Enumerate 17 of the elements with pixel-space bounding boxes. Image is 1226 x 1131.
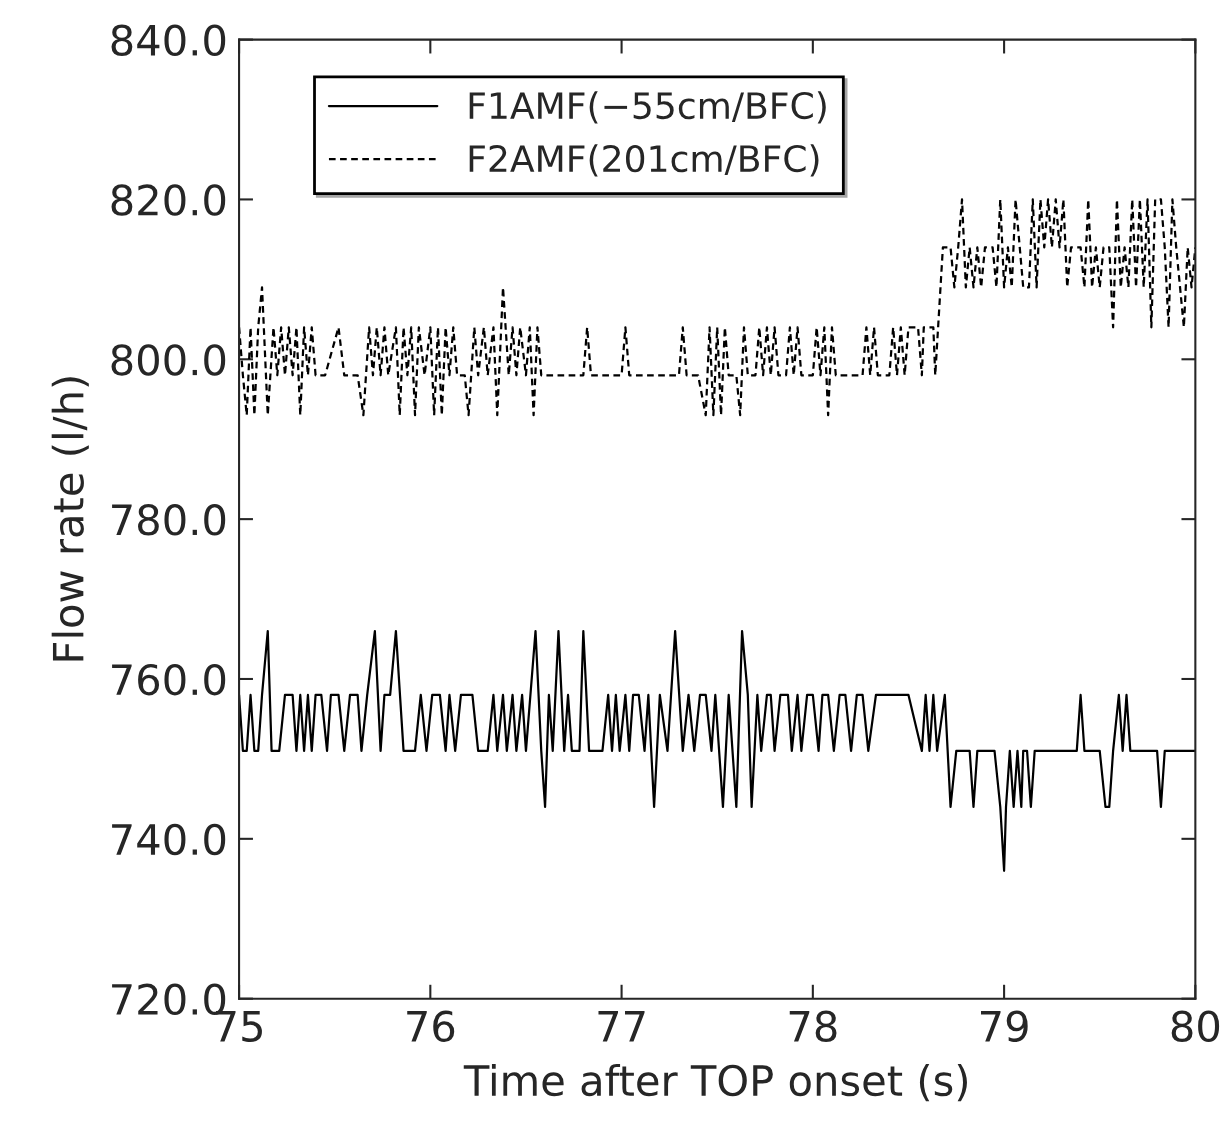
legend-label: F2AMF(201cm/BFC) [469, 144, 819, 177]
line-series [239, 629, 1196, 872]
x-tick-label: 76 [407, 1010, 455, 1043]
y-tick-label: 800.0 [111, 344, 226, 376]
legend-label: F1AMF(−55cm/BFC) [469, 91, 826, 124]
y-axis-title: Flow rate (l/h) [51, 377, 89, 661]
y-tick-label: 760.0 [112, 663, 226, 696]
y-tick-label: 740.0 [112, 823, 226, 856]
x-tick-label: 79 [981, 1010, 1028, 1043]
x-axis-title: Time after TOP onset (s) [463, 1064, 967, 1102]
x-tick-label: 78 [789, 1010, 837, 1043]
y-tick-label: 840.0 [111, 24, 226, 57]
y-tick-label: 820.0 [111, 184, 226, 216]
line-series [239, 198, 1196, 417]
x-tick-label: 77 [598, 1011, 645, 1042]
x-tick-label: 80 [1171, 1010, 1220, 1043]
y-tick-label: 780.0 [112, 504, 226, 536]
